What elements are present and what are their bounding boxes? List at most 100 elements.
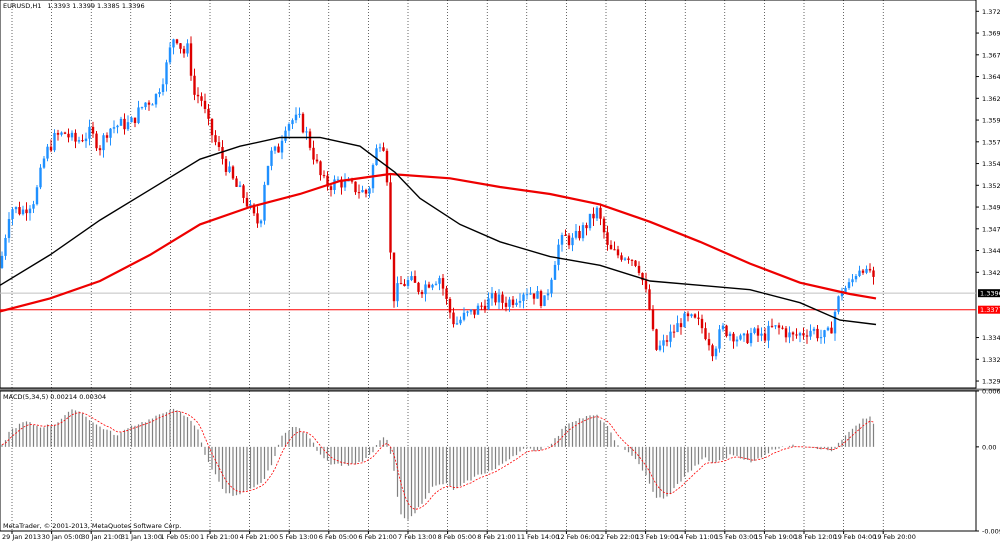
candle-body <box>175 39 179 44</box>
price-tick-label: 1.3295 <box>982 378 1000 386</box>
candle-body <box>844 287 847 293</box>
candle-body <box>18 207 21 215</box>
candle-body <box>483 305 487 310</box>
candle-body <box>707 339 711 346</box>
candle-body <box>109 128 112 138</box>
candle-body <box>130 117 133 123</box>
price-tick-label: 1.3420 <box>982 269 1000 277</box>
candle-body <box>539 291 543 306</box>
time-tick-label: 12 Feb 22:00 <box>596 533 639 541</box>
current-price-label: 1.3396 <box>980 290 1000 298</box>
candle-body <box>508 299 511 307</box>
candle-body <box>865 268 868 273</box>
candle-body <box>242 185 245 198</box>
time-tick-label: 8 Feb 05:00 <box>438 533 477 541</box>
moving-averages <box>0 136 877 326</box>
macd-title: MACD(5,34,5) 0.00214 0.00304 <box>3 393 106 401</box>
time-tick-label: 1 Feb 21:00 <box>200 533 239 541</box>
macd-axis: 0.00616 0.00 -0.00928 <box>976 388 1000 536</box>
candle-body <box>469 309 473 312</box>
candle-body <box>816 328 819 339</box>
candle-body <box>571 237 574 246</box>
candle-body <box>637 265 641 273</box>
candle-body <box>511 299 515 305</box>
time-tick-label: 5 Feb 13:00 <box>279 533 318 541</box>
candle-body <box>322 175 326 177</box>
candle-body <box>165 62 168 85</box>
candle-body <box>655 329 658 350</box>
candle-body <box>641 272 644 281</box>
candle-body <box>648 289 651 310</box>
candle-body <box>126 122 130 130</box>
moving-average-black <box>0 136 877 326</box>
candle-body <box>270 150 273 166</box>
candle-body <box>238 185 242 187</box>
candle-body <box>823 330 826 338</box>
candle-body <box>455 323 459 325</box>
candle-body <box>574 230 578 238</box>
candle-body <box>221 147 224 159</box>
candle-body <box>774 325 777 327</box>
candle-body <box>249 204 252 207</box>
candle-body <box>417 282 420 292</box>
candle-body <box>347 180 350 182</box>
candle-body <box>63 132 67 134</box>
candle-body <box>116 125 119 128</box>
time-tick-label: 4 Feb 21:00 <box>240 533 279 541</box>
candle-body <box>620 255 623 260</box>
macd-histogram <box>1 408 875 520</box>
candle-body <box>753 328 756 333</box>
candle-body <box>756 328 760 336</box>
candle-body <box>294 114 298 121</box>
candle-body <box>543 295 546 306</box>
candle-body <box>280 140 284 153</box>
candle-body <box>466 311 469 313</box>
candle-body <box>399 283 403 285</box>
candle-body <box>529 293 532 295</box>
candle-body <box>760 333 763 336</box>
candle-body <box>189 43 193 76</box>
candle-body <box>49 146 53 151</box>
candle-body <box>872 270 875 277</box>
macd-tick-label: 0.00 <box>982 443 996 451</box>
candle-body <box>133 117 137 123</box>
time-tick-label: 30 Jan 21:00 <box>81 533 122 541</box>
candle-body <box>837 296 840 312</box>
candle-body <box>518 300 522 303</box>
candle-body <box>795 334 798 336</box>
candle-body <box>613 249 616 251</box>
candle-body <box>154 93 158 105</box>
time-tick-label: 1 Feb 05:00 <box>160 533 199 541</box>
candle-body <box>700 318 704 329</box>
moving-average-red <box>0 172 877 313</box>
candle-body <box>445 288 448 299</box>
time-tick-label: 15 Feb 19:00 <box>754 533 797 541</box>
macd-panel-frame <box>0 390 977 532</box>
candle-body <box>854 275 858 280</box>
candle-body <box>798 333 802 336</box>
time-tick-label: 19 Feb 04:00 <box>834 533 877 541</box>
candle-body <box>728 333 732 337</box>
candle-body <box>224 158 228 172</box>
candle-body <box>585 225 588 229</box>
candle-body <box>644 280 648 290</box>
candles <box>0 36 875 362</box>
candle-body <box>679 323 683 328</box>
candle-body <box>658 345 662 350</box>
time-tick-label: 6 Feb 05:00 <box>319 533 358 541</box>
symbol-label: EURUSD,H1 <box>3 2 41 10</box>
candle-body <box>602 218 606 233</box>
candle-body <box>245 197 249 207</box>
candle-body <box>742 333 746 336</box>
candle-body <box>851 279 854 283</box>
candle-body <box>623 258 627 260</box>
candle-body <box>476 305 480 315</box>
candle-body <box>382 147 385 151</box>
candle-body <box>368 188 371 194</box>
candle-body <box>84 138 88 142</box>
macd-signal-line <box>1 410 874 510</box>
candle-body <box>634 260 637 266</box>
candle-body <box>319 161 322 176</box>
candle-body <box>186 43 189 54</box>
